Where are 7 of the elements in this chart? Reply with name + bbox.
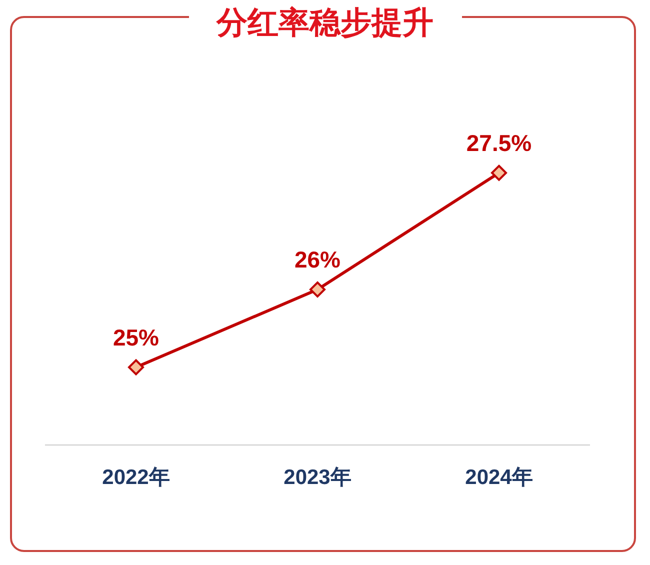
data-label: 27.5% bbox=[466, 130, 532, 156]
x-tick-label: 2023年 bbox=[284, 466, 352, 489]
x-tick-label: 2022年 bbox=[102, 466, 170, 489]
data-label: 25% bbox=[112, 324, 160, 350]
chart-title: 分红率稳步提升 bbox=[188, 5, 462, 41]
x-tick-label: 2024年 bbox=[465, 466, 533, 489]
data-label: 26% bbox=[294, 246, 341, 272]
